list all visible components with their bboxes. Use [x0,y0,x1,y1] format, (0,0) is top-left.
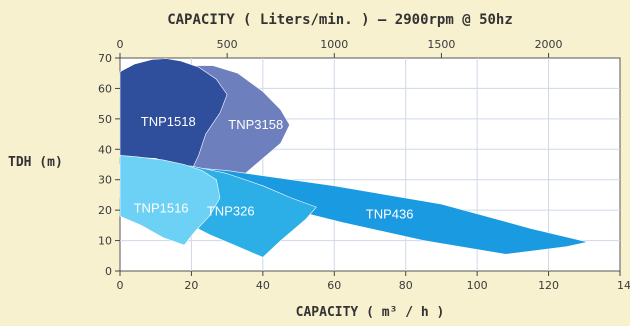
x-tick-label-80: 80 [399,279,413,292]
top-tick-label-0: 0 [117,38,124,51]
top-tick-label-500: 500 [217,38,238,51]
label-tnp436: TNP436 [366,207,414,222]
y-axis-ticks: 0 10 20 30 40 50 60 70 [98,52,120,278]
area-tnp1516 [119,155,221,246]
label-tnp1518: TNP1518 [141,114,196,129]
y-tick-label-20: 20 [98,204,112,217]
x-tick-label-60: 60 [327,279,341,292]
y-tick-label-60: 60 [98,82,112,95]
curve-areas [119,58,589,258]
label-tnp3158: TNP3158 [228,117,283,132]
x-axis-ticks: 0 20 40 60 80 100 120 140 [117,271,630,292]
top-axis-ticks: 0 500 1000 1500 2000 [117,38,563,58]
x-axis-label: CAPACITY ( m³ / h ) [296,305,445,320]
x-tick-label-20: 20 [184,279,198,292]
top-tick-label-1500: 1500 [427,38,455,51]
x-tick-label-120: 120 [538,279,559,292]
chart-title: CAPACITY ( Liters/min. ) — 2900rpm @ 50h… [167,12,513,28]
x-tick-label-100: 100 [467,279,488,292]
y-tick-label-70: 70 [98,52,112,65]
x-tick-label-0: 0 [117,279,124,292]
x-tick-label-140: 140 [617,279,630,292]
curve-labels: TNP3158 TNP1518 TNP436 TNP326 TNP1516 [134,114,414,222]
y-tick-label-40: 40 [98,143,112,156]
y-tick-label-10: 10 [98,235,112,248]
top-tick-label-1000: 1000 [320,38,348,51]
label-tnp326: TNP326 [207,204,255,219]
y-tick-label-50: 50 [98,113,112,126]
y-tick-label-0: 0 [105,265,112,278]
y-axis-label: TDH (m) [8,155,63,170]
x-tick-label-40: 40 [256,279,270,292]
y-tick-label-30: 30 [98,174,112,187]
top-tick-label-2000: 2000 [535,38,563,51]
label-tnp1516: TNP1516 [134,201,189,216]
